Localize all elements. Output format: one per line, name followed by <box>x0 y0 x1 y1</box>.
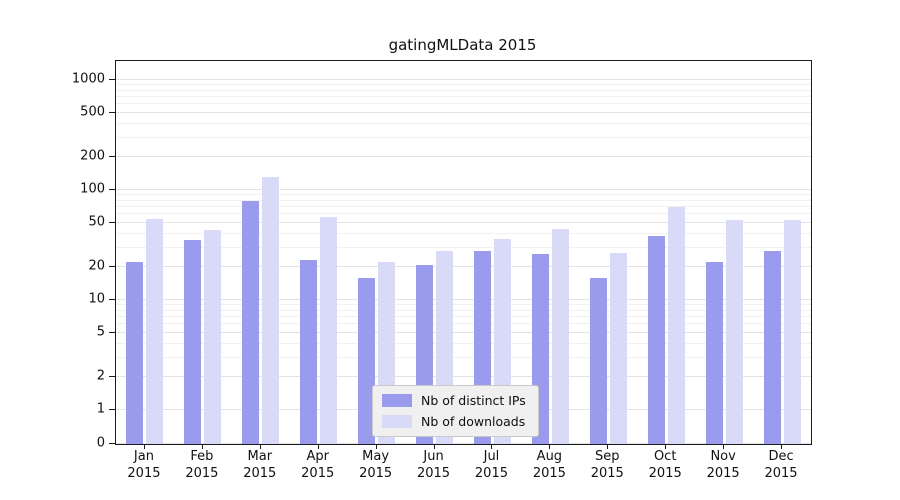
x-tick-label: Apr 2015 <box>301 449 335 481</box>
x-tick-label: Feb 2015 <box>185 449 219 481</box>
bar-distinct-ips <box>705 262 723 444</box>
bar-distinct-ips <box>242 200 260 444</box>
minor-gridline <box>116 316 811 318</box>
y-tick-label: 200 <box>80 148 105 164</box>
bar-downloads <box>609 252 627 444</box>
y-tick-label: 2 <box>96 368 105 384</box>
minor-gridline <box>116 304 811 306</box>
major-gridline <box>116 79 811 80</box>
legend-swatch-downloads <box>382 415 412 428</box>
minor-gridline <box>116 342 811 344</box>
plot-area: Nb of distinct IPs Nb of downloads <box>115 60 812 445</box>
minor-gridline <box>116 213 811 215</box>
major-gridline <box>116 112 811 114</box>
bar-distinct-ips <box>589 277 607 444</box>
minor-gridline <box>116 136 811 138</box>
major-gridline <box>116 299 811 300</box>
y-tick-label: 20 <box>88 258 105 274</box>
y-tick-label: 50 <box>88 214 105 230</box>
minor-gridline <box>116 194 811 196</box>
bar-downloads <box>262 177 280 444</box>
x-tick-label: Aug 2015 <box>532 449 566 481</box>
y-tick-label: 5 <box>96 324 105 340</box>
bar-downloads <box>783 220 801 444</box>
y-tick-label: 10 <box>88 291 105 307</box>
major-gridline <box>116 155 811 157</box>
bar-distinct-ips <box>126 262 144 444</box>
y-tick-label: 0 <box>96 435 105 451</box>
y-axis-tick-labels: 0 1 2 5 10 20 50 100 200 500 1000 <box>0 0 105 500</box>
minor-gridline <box>116 323 811 325</box>
bar-distinct-ips <box>763 250 781 444</box>
major-gridline <box>116 375 811 377</box>
minor-gridline <box>116 89 811 91</box>
chart-title: gatingMLData 2015 <box>388 36 537 54</box>
x-tick-label: Oct 2015 <box>648 449 682 481</box>
major-gridline <box>116 332 811 334</box>
x-axis-tick-labels: Jan 2015 Feb 2015 Mar 2015 Apr 2015 May 2015… <box>115 449 810 489</box>
y-tick-label: 1000 <box>71 71 105 87</box>
x-tick-label: Sep 2015 <box>590 449 624 481</box>
y-tick-label: 1 <box>96 401 105 417</box>
minor-gridline <box>116 246 811 248</box>
minor-gridline <box>116 84 811 86</box>
x-tick-label: Jun 2015 <box>416 449 451 481</box>
minor-gridline <box>116 309 811 311</box>
bar-downloads <box>146 218 164 444</box>
bar-distinct-ips <box>184 240 202 444</box>
major-gridline <box>116 265 811 267</box>
legend-label-downloads: Nb of downloads <box>421 414 526 429</box>
legend: Nb of distinct IPs Nb of downloads <box>372 385 539 437</box>
minor-gridline <box>116 199 811 201</box>
x-tick-label: Mar 2015 <box>243 449 277 481</box>
legend-item-distinct-ips: Nb of distinct IPs <box>382 393 526 408</box>
bar-distinct-ips <box>300 260 318 444</box>
minor-gridline <box>116 356 811 358</box>
major-gridline <box>116 443 811 444</box>
legend-item-downloads: Nb of downloads <box>382 414 526 429</box>
x-tick-label: May 2015 <box>359 449 393 481</box>
x-tick-label: Nov 2015 <box>706 449 740 481</box>
minor-gridline <box>116 103 811 105</box>
y-tick-label: 500 <box>80 104 105 120</box>
bar-downloads <box>725 220 743 444</box>
major-gridline <box>116 189 811 190</box>
bar-downloads <box>551 229 569 444</box>
bar-downloads <box>320 216 338 444</box>
x-tick-label: Jul 2015 <box>474 449 508 481</box>
minor-gridline <box>116 122 811 124</box>
minor-gridline <box>116 96 811 98</box>
minor-gridline <box>116 232 811 234</box>
legend-swatch-distinct-ips <box>382 394 412 407</box>
minor-gridline <box>116 206 811 208</box>
y-tick-label: 100 <box>80 181 105 197</box>
bar-downloads <box>667 207 685 444</box>
x-tick-label: Jan 2015 <box>127 449 161 481</box>
legend-label-distinct-ips: Nb of distinct IPs <box>421 393 526 408</box>
major-gridline <box>116 222 811 224</box>
bar-downloads <box>204 230 222 444</box>
bar-distinct-ips <box>647 236 665 444</box>
bar-distinct-ips <box>358 277 376 444</box>
x-tick-label: Dec 2015 <box>764 449 798 481</box>
